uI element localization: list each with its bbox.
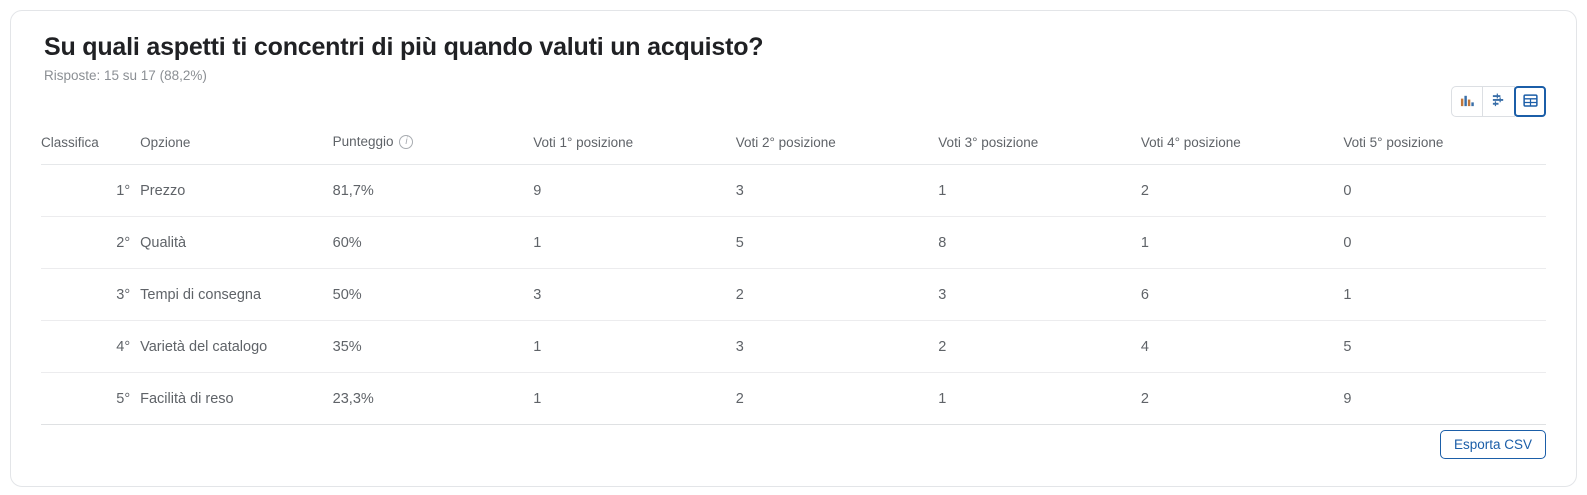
cell-votes-3: 1: [938, 164, 1141, 217]
view-mode-ranked-bars-button[interactable]: [1483, 86, 1515, 117]
table-row: 5° Facilità di reso 23,3% 1 2 1 2 9: [41, 372, 1546, 425]
cell-votes-4: 6: [1140, 268, 1344, 321]
cell-rank: 3°: [41, 268, 131, 321]
cell-votes-4: 1: [1140, 216, 1344, 269]
bar-chart-icon: [1460, 93, 1475, 111]
cell-votes-5: 1: [1343, 268, 1546, 321]
column-header-rank: Classifica: [41, 134, 131, 165]
cell-votes-5: 0: [1343, 164, 1546, 217]
cell-votes-5: 9: [1343, 372, 1546, 425]
cell-option: Prezzo: [130, 164, 333, 217]
cell-score: 35%: [332, 320, 534, 373]
column-header-option: Opzione: [130, 134, 333, 165]
survey-result-card: Su quali aspetti ti concentri di più qua…: [10, 10, 1577, 487]
cell-rank: 4°: [41, 320, 131, 373]
cell-votes-1: 1: [533, 320, 736, 373]
export-row: Esporta CSV: [1439, 429, 1546, 459]
cell-votes-2: 2: [735, 372, 939, 425]
cell-votes-4: 2: [1140, 164, 1344, 217]
view-toggle-toolbar: [1451, 86, 1546, 117]
column-header-votes-3: Voti 3° posizione: [938, 134, 1141, 165]
cell-score: 23,3%: [332, 372, 534, 425]
cell-rank: 2°: [41, 216, 131, 269]
cell-rank: 1°: [41, 164, 131, 217]
table-row: 3° Tempi di consegna 50% 3 2 3 6 1: [41, 268, 1546, 321]
column-header-score: Punteggio i: [332, 134, 534, 165]
cell-option: Tempi di consegna: [130, 268, 333, 321]
cell-votes-3: 3: [938, 268, 1141, 321]
cell-votes-5: 0: [1343, 216, 1546, 269]
cell-votes-1: 3: [533, 268, 736, 321]
table-row: 2° Qualità 60% 1 5 8 1 0: [41, 216, 1546, 269]
cell-rank: 5°: [41, 372, 131, 425]
cell-votes-4: 4: [1140, 320, 1344, 373]
cell-option: Qualità: [130, 216, 333, 269]
horizontal-bars-icon: [1491, 93, 1506, 111]
cell-votes-2: 2: [735, 268, 939, 321]
cell-score: 81,7%: [332, 164, 534, 217]
export-csv-button[interactable]: Esporta CSV: [1439, 429, 1546, 459]
cell-votes-2: 3: [735, 320, 939, 373]
response-count-subtitle: Risposte: 15 su 17 (88,2%): [44, 67, 207, 83]
table-grid-icon: [1522, 93, 1538, 111]
cell-score: 50%: [332, 268, 534, 321]
cell-votes-3: 1: [938, 372, 1141, 425]
cell-votes-2: 5: [735, 216, 939, 269]
table-header-row: Classifica Opzione Punteggio i Voti 1° po…: [41, 134, 1546, 165]
view-mode-segmented-control: [1451, 86, 1546, 117]
cell-score: 60%: [332, 216, 534, 269]
table-row: 1° Prezzo 81,7% 9 3 1 2 0: [41, 164, 1546, 217]
column-header-score-label: Punteggio: [332, 134, 394, 150]
page-title: Su quali aspetti ti concentri di più qua…: [44, 33, 764, 61]
cell-option: Facilità di reso: [130, 372, 333, 425]
cell-votes-5: 5: [1343, 320, 1546, 373]
view-mode-bar-chart-button[interactable]: [1451, 86, 1483, 117]
cell-votes-1: 1: [533, 372, 736, 425]
table-row: 4° Varietà del catalogo 35% 1 3 2 4 5: [41, 320, 1546, 373]
cell-votes-1: 1: [533, 216, 736, 269]
cell-votes-4: 2: [1140, 372, 1344, 425]
column-header-votes-1: Voti 1° posizione: [533, 134, 736, 165]
cell-option: Varietà del catalogo: [130, 320, 333, 373]
cell-votes-1: 9: [533, 164, 736, 217]
column-header-votes-4: Voti 4° posizione: [1140, 134, 1344, 165]
view-mode-table-button[interactable]: [1514, 86, 1546, 117]
cell-votes-2: 3: [735, 164, 939, 217]
score-info-icon[interactable]: i: [399, 134, 414, 149]
cell-votes-3: 2: [938, 320, 1141, 373]
ranking-table: Classifica Opzione Punteggio i Voti 1° po…: [41, 134, 1546, 425]
column-header-votes-5: Voti 5° posizione: [1343, 134, 1546, 165]
cell-votes-3: 8: [938, 216, 1141, 269]
column-header-votes-2: Voti 2° posizione: [735, 134, 939, 165]
